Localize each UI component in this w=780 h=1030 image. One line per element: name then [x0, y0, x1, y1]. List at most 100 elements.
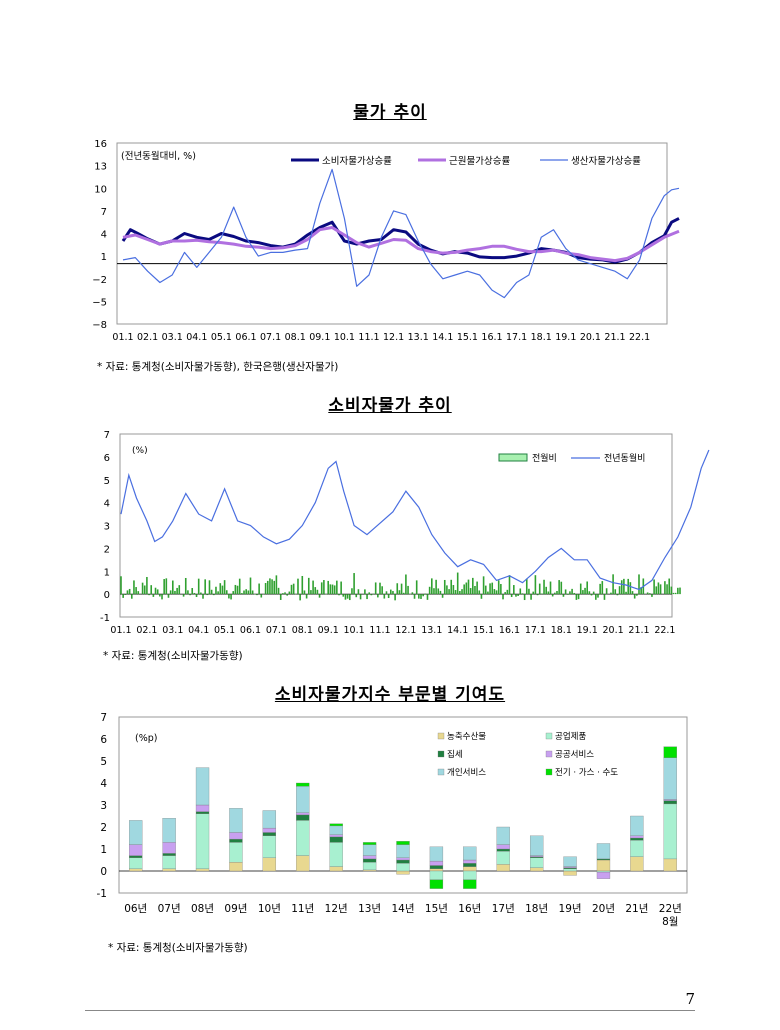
chart2-monthly-bar	[558, 580, 560, 595]
chart2-monthly-bar	[426, 594, 429, 600]
chart2-monthly-bar	[148, 594, 150, 596]
chart2-monthly-bar	[355, 594, 358, 598]
chart2-monthly-bar	[629, 582, 632, 595]
chart3-legend-label: 농축수산물	[447, 731, 486, 742]
chart1-xtick: 03.1	[162, 332, 183, 343]
chart1-xtick: 11.1	[358, 332, 379, 343]
chart2-monthly-bar	[547, 591, 550, 595]
chart2-monthly-bar	[331, 584, 334, 595]
chart3-category-label: 21년	[625, 903, 648, 915]
chart2-xtick: 16.1	[499, 625, 520, 636]
chart2-monthly-bar	[370, 594, 373, 596]
chart3-stack-segment	[429, 870, 444, 880]
chart2-monthly-bar	[161, 594, 163, 600]
chart2-monthly-bar	[318, 594, 321, 598]
chart2-monthly-bar	[225, 590, 228, 595]
chart3-stack-segment	[496, 826, 510, 845]
chart2-monthly-bar	[342, 594, 345, 597]
chart3-stack-segment	[329, 842, 343, 867]
chart3-stack-segment	[563, 868, 577, 872]
chart3-stack-segment	[329, 834, 343, 838]
chart2-monthly-bar	[351, 588, 353, 595]
chart3-stack-segment	[529, 856, 544, 858]
chart2-monthly-bar	[379, 582, 381, 595]
chart2-monthly-bar	[301, 575, 304, 595]
chart2-monthly-bar	[150, 585, 153, 595]
chart3-stack-segment	[630, 835, 644, 839]
chart3-stack-segment	[129, 844, 143, 856]
chart2-monthly-bar	[156, 589, 159, 595]
chart3-category-label: 09년	[224, 903, 247, 915]
chart2-monthly-bar	[234, 584, 237, 595]
chart2-monthly-bar	[383, 594, 386, 599]
chart2-xtick: 12.1	[395, 625, 416, 636]
chart3-stack-segment	[162, 842, 176, 854]
chart2-monthly-bar	[586, 581, 588, 595]
chart2-monthly-bar	[219, 583, 222, 595]
chart3-stack-segment	[329, 836, 343, 843]
chart2-monthly-bar	[446, 585, 448, 595]
chart3-category-label: 14년	[391, 903, 414, 915]
chart3-stack-segment	[229, 832, 243, 840]
chart3-ytick: 4	[100, 778, 107, 790]
chart3-stack-segment	[362, 862, 377, 871]
chart2-plot-frame	[119, 433, 673, 618]
chart2-monthly-bar	[452, 585, 455, 595]
chart2-monthly-bar	[657, 582, 660, 595]
chart3-stack-segment	[529, 855, 544, 857]
chart1-unit-label: (전년동월대비, %)	[121, 150, 196, 162]
chart2-monthly-bar	[277, 587, 280, 595]
chart2-monthly-bar	[541, 593, 543, 595]
chart3-legend-label: 개인서비스	[447, 767, 486, 778]
chart2-monthly-bar	[245, 589, 247, 595]
chart2-monthly-bar	[422, 594, 424, 597]
chart2-monthly-bar	[495, 590, 498, 595]
chart3-stack-segment	[129, 868, 143, 872]
chart1-series-line	[122, 226, 680, 263]
chart3-stack-segment	[296, 855, 310, 872]
chart2-xtick: 17.1	[525, 625, 546, 636]
chart2-monthly-bar	[256, 594, 258, 596]
chart2-monthly-bar	[312, 580, 314, 595]
chart2: 7 6 5 4 3 2 1 0 -101.1 02.1 03.1 04.1 05.1 06.1 07.1 08…	[100, 430, 710, 636]
chart2-monthly-bar	[500, 584, 502, 595]
chart2-monthly-bar	[232, 591, 235, 595]
chart2-monthly-bar	[288, 591, 291, 595]
chart2-xtick: 13.1	[421, 625, 442, 636]
chart2-monthly-bar	[271, 579, 273, 595]
chart3-stack-segment	[496, 848, 510, 852]
chart2-monthly-bar	[303, 590, 306, 595]
chart3-stack-segment	[396, 841, 410, 845]
chart2-monthly-bar	[258, 583, 260, 595]
chart2-monthly-bar	[411, 592, 414, 595]
chart3-stack-segment	[529, 857, 544, 868]
chart2-monthly-bar	[128, 588, 131, 595]
chart1-ytick: −8	[92, 320, 107, 331]
chart2-monthly-bar	[122, 594, 124, 598]
chart2-monthly-bar	[668, 578, 671, 595]
chart2-monthly-bar	[163, 579, 165, 595]
chart2-monthly-bar	[636, 594, 638, 596]
chart2-monthly-bar	[456, 572, 459, 595]
chart3-stack-segment	[362, 842, 377, 845]
chart2-ytick: -1	[100, 613, 110, 624]
chart3-category-label: 13년	[358, 903, 381, 915]
chart2-monthly-bar	[292, 583, 295, 595]
chart2-monthly-bar	[431, 578, 433, 595]
chart3-stack-segment	[496, 844, 510, 850]
chart2-monthly-bar	[338, 594, 340, 596]
chart3-stack-segment	[195, 868, 210, 872]
chart3-stack-segment	[563, 866, 577, 868]
chart2-monthly-bar	[428, 586, 431, 595]
chart3-category-label: 17년	[492, 903, 515, 915]
chart3-stack-segment	[195, 767, 210, 806]
chart2-monthly-bar	[400, 583, 403, 595]
chart3-category-label: 06년	[124, 903, 147, 915]
chart2-monthly-bar	[336, 580, 338, 595]
chart3-legend-swatch	[545, 768, 553, 776]
chart2-monthly-bar	[124, 594, 127, 595]
chart1-ytick: −2	[92, 275, 107, 286]
chart2-monthly-bar	[480, 594, 483, 599]
chart2-monthly-bar	[394, 594, 396, 601]
